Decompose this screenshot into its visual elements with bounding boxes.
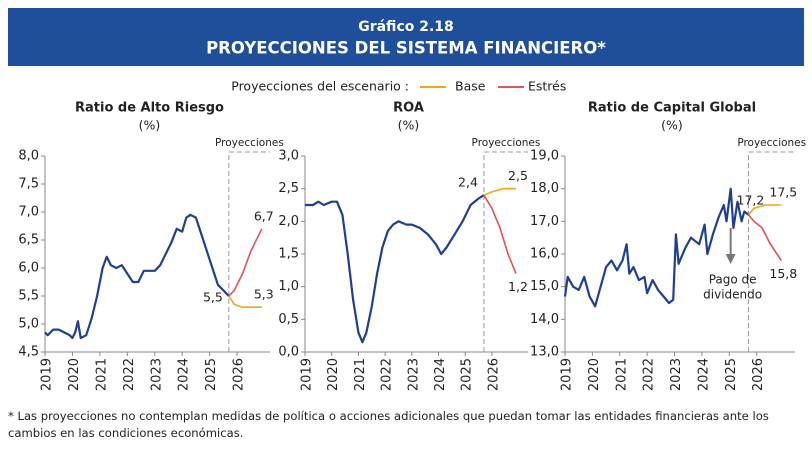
y-tick-label: 0,0 xyxy=(278,345,299,360)
y-tick-label: 6,5 xyxy=(18,233,39,248)
history-line xyxy=(44,213,230,340)
legend-label: Proyecciones del escenario : xyxy=(231,79,409,94)
header-title: PROYECCIONES DEL SISTEMA FINANCIERO* xyxy=(206,39,606,58)
x-tick-label: 2024 xyxy=(433,358,448,391)
projection-box xyxy=(228,151,270,352)
y-tick-label: 13,0 xyxy=(530,345,559,360)
y-tick-label: 7,0 xyxy=(18,205,39,220)
legend-text: Estrés xyxy=(528,79,566,94)
panel-unit: (%) xyxy=(661,118,683,133)
projection-label: Proyecciones xyxy=(215,137,284,149)
x-tick-label: 2023 xyxy=(149,358,164,391)
x-tick-label: 2023 xyxy=(669,358,684,391)
stress-line xyxy=(228,228,263,297)
x-tick-label: 2021 xyxy=(614,358,629,391)
annotation: Pago de xyxy=(709,273,757,287)
x-tick-label: 2022 xyxy=(380,358,395,391)
projection-box xyxy=(483,151,528,352)
history-line xyxy=(305,194,485,344)
y-tick-label: 8,0 xyxy=(18,149,39,164)
x-tick-label: 2020 xyxy=(587,358,602,391)
y-tick-label: 14,0 xyxy=(530,312,559,327)
y-tick-label: 18,0 xyxy=(530,181,559,196)
value-label: 2,4 xyxy=(458,175,478,190)
x-tick-label: 2026 xyxy=(751,358,766,391)
y-tick-label: 16,0 xyxy=(530,247,559,262)
stress-line xyxy=(747,214,782,261)
annotation-arrowhead xyxy=(725,254,736,264)
y-tick-label: 7,5 xyxy=(18,177,39,192)
x-tick-label: 2021 xyxy=(94,358,109,391)
x-tick-label: 2023 xyxy=(406,358,421,391)
base-line xyxy=(228,295,262,308)
y-tick-label: 0,5 xyxy=(278,312,299,327)
panel-unit: (%) xyxy=(139,118,161,133)
value-label: 2,5 xyxy=(508,168,528,183)
y-tick-label: 5,5 xyxy=(18,289,39,304)
projection-label: Proyecciones xyxy=(737,137,806,149)
x-tick-label: 2022 xyxy=(122,358,137,391)
header-number: Gráfico 2.18 xyxy=(358,19,454,35)
x-tick-label: 2025 xyxy=(724,358,739,391)
value-label: 1,2 xyxy=(508,279,528,294)
history-line xyxy=(563,187,750,308)
y-tick-label: 1,5 xyxy=(278,247,299,262)
x-tick-label: 2020 xyxy=(326,358,341,391)
legend-text: Base xyxy=(455,79,486,94)
x-tick-label: 2019 xyxy=(560,358,575,391)
projection-label: Proyecciones xyxy=(472,137,541,149)
footnote: * Las proyecciones no contemplan medidas… xyxy=(8,409,769,440)
panel-title: Ratio de Alto Riesgo xyxy=(75,101,224,116)
value-label: 6,7 xyxy=(254,208,274,223)
value-label: 5,5 xyxy=(203,290,223,305)
y-tick-label: 6,0 xyxy=(18,261,39,276)
x-tick-label: 2019 xyxy=(40,358,55,391)
x-tick-label: 2026 xyxy=(232,358,247,391)
x-tick-label: 2020 xyxy=(67,358,82,391)
x-tick-label: 2024 xyxy=(696,358,711,391)
value-label: 17,5 xyxy=(769,185,797,200)
annotation: dividendo xyxy=(703,288,762,302)
base-line xyxy=(483,187,516,196)
y-tick-label: 19,0 xyxy=(530,149,559,164)
stress-line xyxy=(483,194,517,274)
y-tick-label: 3,0 xyxy=(278,149,299,164)
panel-title: Ratio de Capital Global xyxy=(588,101,756,116)
x-tick-label: 2025 xyxy=(460,358,475,391)
y-tick-label: 2,5 xyxy=(278,181,299,196)
panel-title: ROA xyxy=(393,101,424,116)
panel-unit: (%) xyxy=(398,118,420,133)
base-line xyxy=(747,204,782,216)
x-tick-label: 2026 xyxy=(486,358,501,391)
x-tick-label: 2022 xyxy=(642,358,657,391)
x-tick-label: 2024 xyxy=(177,358,192,391)
projection-box xyxy=(747,151,795,352)
x-tick-label: 2025 xyxy=(204,358,219,391)
y-tick-label: 17,0 xyxy=(530,214,559,229)
y-tick-label: 4,5 xyxy=(18,345,39,360)
header-band xyxy=(8,8,804,66)
y-tick-label: 1,0 xyxy=(278,279,299,294)
y-tick-label: 2,0 xyxy=(278,214,299,229)
x-tick-label: 2021 xyxy=(353,358,368,391)
value-label: 5,3 xyxy=(254,287,274,302)
x-tick-label: 2019 xyxy=(300,358,315,391)
value-label: 17,2 xyxy=(737,192,765,207)
value-label: 15,8 xyxy=(769,266,797,281)
y-tick-label: 15,0 xyxy=(530,279,559,294)
y-tick-label: 5,0 xyxy=(18,317,39,332)
